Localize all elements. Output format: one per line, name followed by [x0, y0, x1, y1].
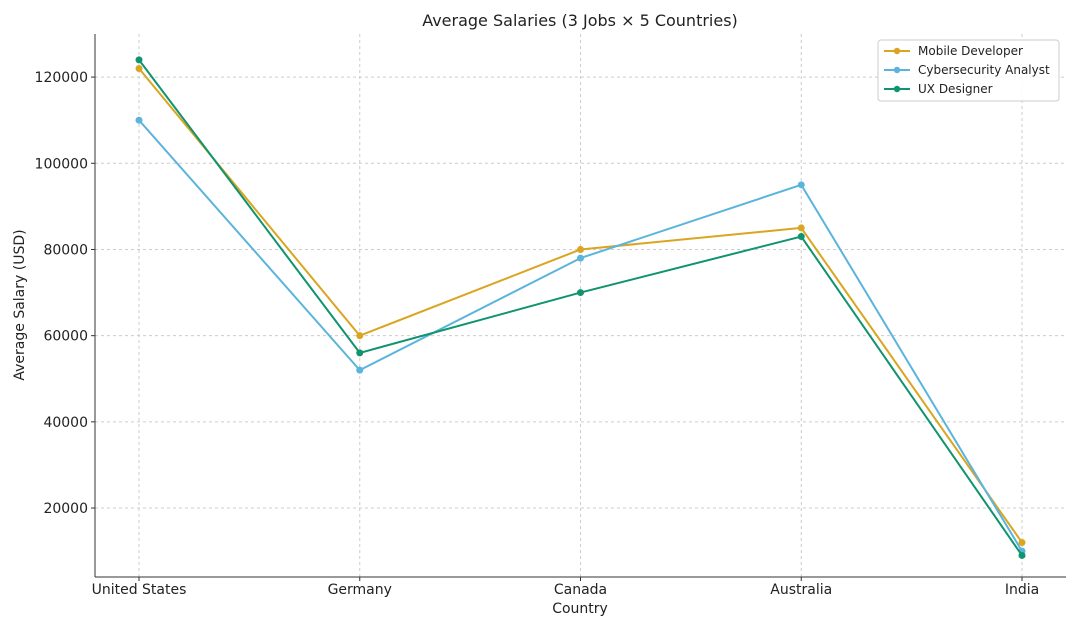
grid [95, 34, 1066, 577]
legend-marker-ux-designer [893, 85, 901, 93]
series-mobile-developer [135, 64, 1026, 547]
data-point-cybersecurity-analyst [577, 254, 584, 262]
x-tick-label: Canada [554, 582, 607, 598]
data-point-mobile-developer [797, 224, 805, 232]
legend-label-mobile-developer: Mobile Developer [918, 44, 1023, 58]
data-point-mobile-developer [135, 64, 143, 72]
data-point-ux-designer [577, 289, 584, 297]
legend-label-cybersecurity-analyst: Cybersecurity Analyst [918, 63, 1050, 77]
data-point-cybersecurity-analyst [135, 116, 143, 124]
series-ux-designer [135, 56, 1026, 559]
data-point-mobile-developer [356, 332, 364, 340]
legend: Mobile Developer Cybersecurity Analyst UX … [877, 39, 1060, 102]
x-tick-label: Germany [328, 582, 392, 598]
x-ticks: United States Germany Canada Australia India [92, 577, 1039, 598]
data-point-mobile-developer [577, 245, 584, 253]
data-point-mobile-developer [1018, 539, 1026, 547]
legend-marker-cybersecurity-analyst [893, 66, 901, 74]
data-point-ux-designer [797, 233, 805, 241]
data-point-cybersecurity-analyst [356, 366, 364, 374]
data-point-ux-designer [135, 56, 143, 64]
chart-title: Average Salaries (3 Jobs × 5 Countries) [422, 11, 738, 30]
data-point-cybersecurity-analyst [797, 181, 805, 189]
y-axis-label: Average Salary (USD) [12, 229, 28, 380]
x-axis-label: Country [552, 601, 608, 617]
data-point-ux-designer [1018, 551, 1026, 559]
x-tick-label: India [1005, 582, 1039, 598]
y-tick-label: 60000 [43, 329, 88, 345]
y-tick-label: 40000 [43, 415, 88, 431]
y-tick-label: 100000 [35, 156, 88, 172]
data-point-ux-designer [356, 349, 364, 357]
legend-label-ux-designer: UX Designer [918, 82, 993, 96]
x-tick-label: Australia [770, 582, 832, 598]
x-tick-label: United States [92, 582, 187, 598]
series-line-ux-designer [138, 59, 1023, 557]
y-tick-label: 80000 [43, 242, 88, 258]
y-ticks: 20000 40000 60000 80000 100000 120000 [35, 70, 95, 517]
series-lines [135, 56, 1026, 559]
legend-box [877, 39, 1060, 102]
y-tick-label: 20000 [43, 501, 88, 517]
legend-marker-mobile-developer [893, 47, 901, 55]
y-tick-label: 120000 [35, 70, 88, 86]
